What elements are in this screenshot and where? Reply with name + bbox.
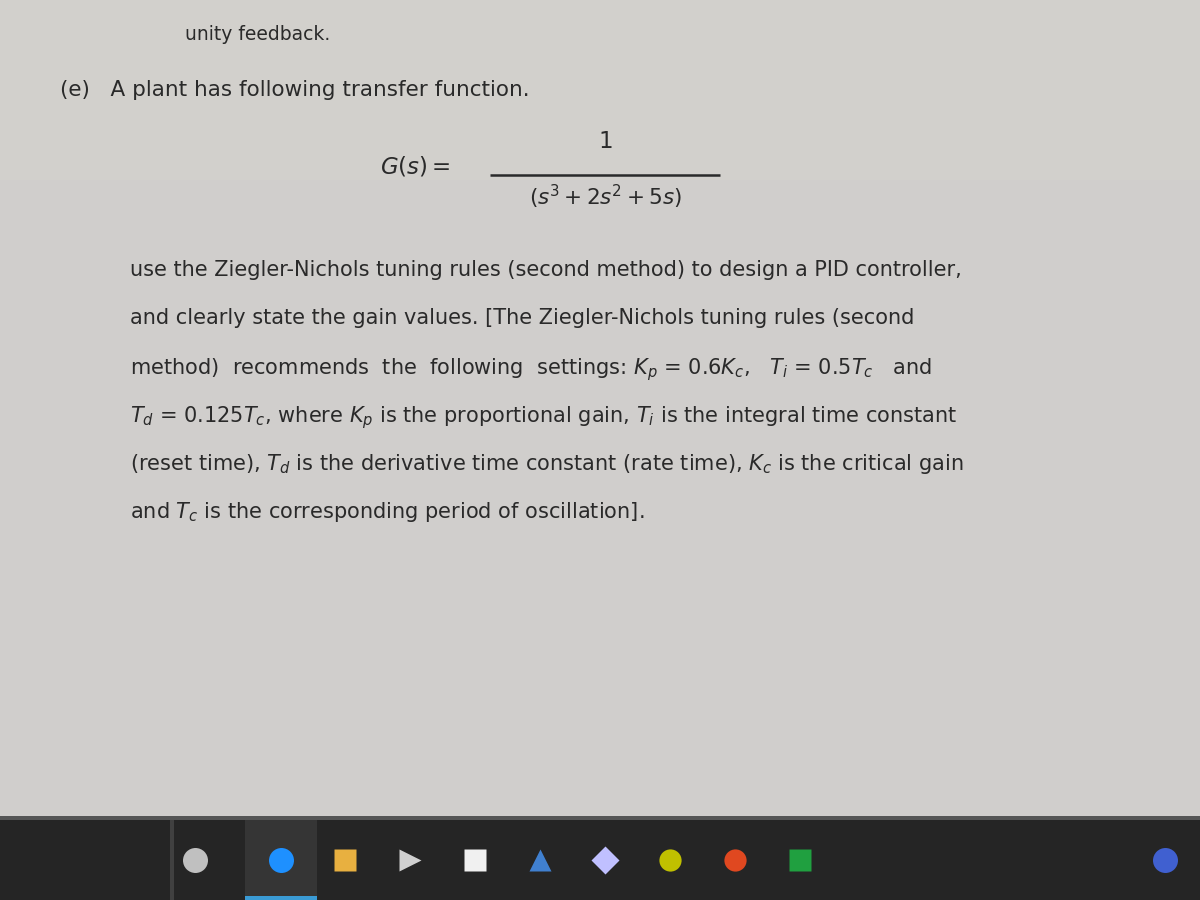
Text: (reset time), $T_d$ is the derivative time constant (rate time), $K_c$ is the cr: (reset time), $T_d$ is the derivative ti…: [130, 452, 964, 476]
Bar: [0, 820, 1200, 900]
Text: $1$: $1$: [598, 130, 612, 153]
Bar: [245, 896, 317, 900]
Bar: [0, 180, 1200, 820]
Text: use the Ziegler-Nichols tuning rules (second method) to design a PID controller,: use the Ziegler-Nichols tuning rules (se…: [130, 260, 961, 280]
Text: method)  recommends  the  following  settings: $K_p$ = 0.6$K_c$,   $T_i$ = 0.5$T: method) recommends the following setting…: [130, 356, 932, 382]
Text: unity feedback.: unity feedback.: [185, 25, 330, 44]
Text: $T_d$ = 0.125$T_c$, where $K_p$ is the proportional gain, $T_i$ is the integral : $T_d$ = 0.125$T_c$, where $K_p$ is the p…: [130, 404, 958, 431]
Text: $G(s) =$: $G(s) =$: [380, 155, 451, 179]
Text: and $T_c$ is the corresponding period of oscillation].: and $T_c$ is the corresponding period of…: [130, 500, 644, 524]
Text: and clearly state the gain values. [The Ziegler-Nichols tuning rules (second: and clearly state the gain values. [The …: [130, 308, 914, 328]
Text: $(s^3 + 2s^2 + 5s)$: $(s^3 + 2s^2 + 5s)$: [528, 183, 682, 212]
Bar: [0, 816, 1200, 820]
Bar: [170, 820, 174, 900]
Bar: [0, 180, 1200, 820]
Bar: [245, 820, 317, 900]
Text: (e)   A plant has following transfer function.: (e) A plant has following transfer funct…: [60, 80, 529, 100]
